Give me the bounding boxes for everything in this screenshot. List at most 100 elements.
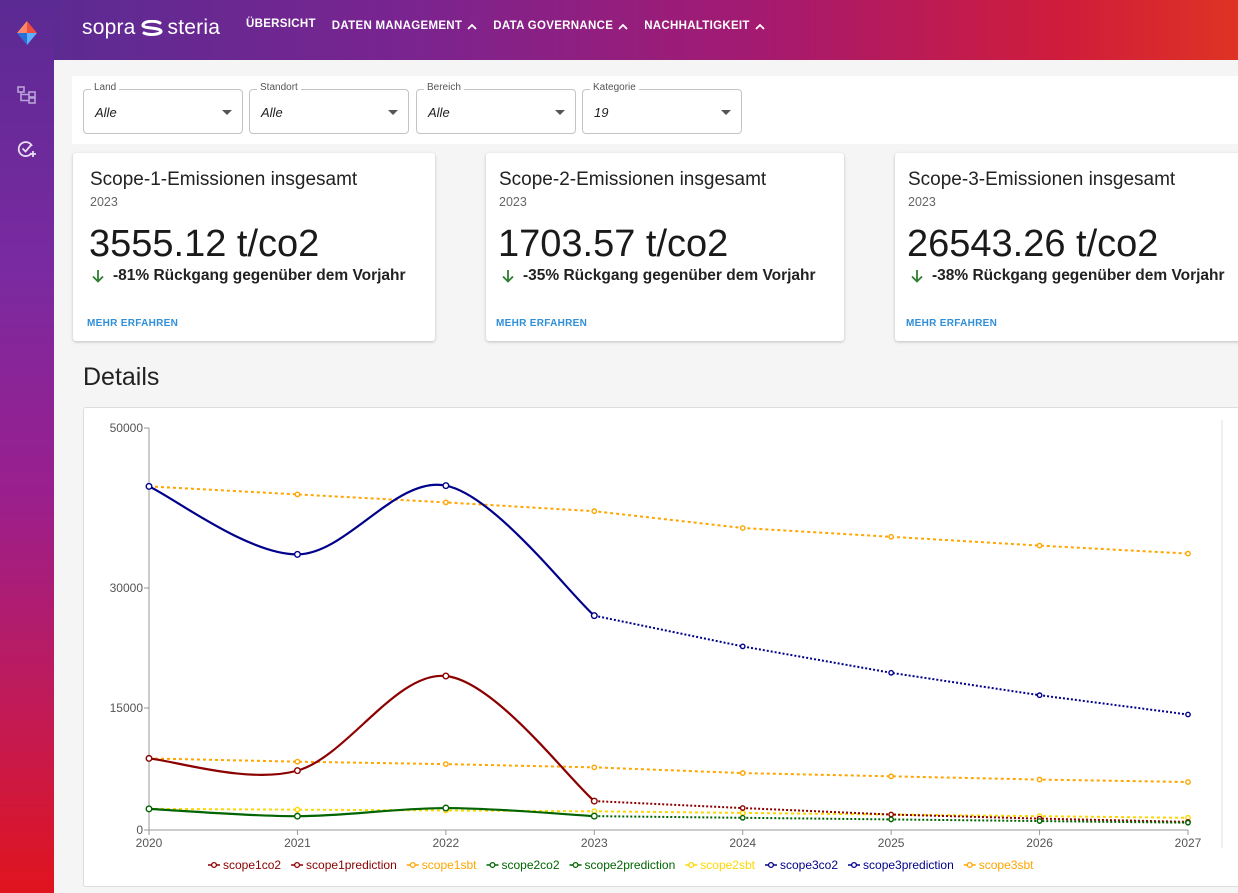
series-line-scope3co2 [148, 483, 596, 617]
x-tick-label: 2026 [1026, 836, 1053, 850]
x-tick-label: 2020 [136, 836, 163, 850]
data-point-scope2co2 [590, 812, 598, 820]
legend-label-scope2sbt[interactable]: scope2sbt [700, 858, 755, 872]
data-point-scope2sbt [294, 806, 301, 813]
filter-standort-select[interactable]: Standort Alle [249, 82, 409, 134]
series-line-scope1co2 [148, 674, 595, 802]
legend-marker-scope2prediction[interactable] [572, 861, 579, 869]
kpi-card-title: Scope-1-Emissionen insgesamt [90, 169, 358, 190]
data-point-scope2prediction [1185, 819, 1191, 826]
filter-bar: Land Alle Standort Alle Bereich Alle Kat… [72, 76, 1238, 144]
kpi-card-change: -35% Rückgang gegenüber dem Vorjahr [501, 267, 816, 285]
legend-label-scope1co2[interactable]: scope1co2 [223, 858, 281, 872]
series-line-scope3sbt [148, 485, 1189, 555]
legend-marker-scope3co2[interactable] [767, 861, 775, 869]
kpi-card-scope2: Scope-2-Emissionen insgesamt 2023 1703.5… [486, 153, 844, 341]
data-point-scope3co2 [590, 612, 598, 620]
legend-label-scope3sbt[interactable]: scope3sbt [979, 858, 1034, 872]
y-tick-label: 30000 [110, 581, 144, 595]
nav-data-governance[interactable]: DATA GOVERNANCE [493, 20, 628, 32]
data-point-scope1sbt [442, 761, 449, 768]
data-point-scope1prediction [739, 805, 746, 811]
x-tick-label: 2021 [284, 836, 311, 850]
kpi-card-change-text: -35% Rückgang gegenüber dem Vorjahr [523, 267, 816, 284]
series-line-scope2sbt [148, 807, 1189, 819]
data-point-scope2co2 [145, 805, 153, 813]
data-point-scope2prediction [1036, 818, 1043, 824]
legend-marker-scope1sbt[interactable] [409, 861, 416, 869]
data-point-scope1prediction [888, 811, 895, 818]
legend-marker-scope3sbt[interactable] [966, 861, 973, 869]
kpi-card-title: Scope-2-Emissionen insgesamt [499, 169, 767, 190]
kpi-card-year: 2023 [90, 195, 118, 209]
task-add-icon[interactable] [0, 139, 54, 159]
mehr-erfahren-link[interactable]: MEHR ERFAHREN [87, 318, 179, 329]
legend-label-scope1sbt[interactable]: scope1sbt [422, 858, 477, 872]
data-point-scope1sbt [591, 764, 598, 771]
x-tick-label: 2025 [878, 836, 905, 850]
nav-uebersicht[interactable]: ÜBERSICHT [246, 18, 316, 30]
filter-kategorie-select[interactable]: Kategorie 19 [582, 82, 742, 134]
data-point-scope2co2 [442, 804, 450, 812]
details-section-title: Details [83, 363, 160, 391]
filter-bereich-select[interactable]: Bereich Alle [416, 82, 576, 134]
legend-marker-scope3prediction[interactable] [850, 861, 858, 869]
legend-label-scope2prediction[interactable]: scope2prediction [585, 858, 676, 872]
main-nav: ÜBERSICHT DATEN MANAGEMENT DATA GOVERNAN… [246, 0, 765, 60]
x-tick-label: 2023 [581, 836, 608, 850]
data-point-scope3sbt [1036, 542, 1043, 549]
data-point-scope3co2 [293, 550, 301, 558]
filter-land-select[interactable]: Land Alle [83, 82, 243, 134]
kpi-card-year: 2023 [499, 195, 527, 209]
dropdown-caret-icon [388, 110, 398, 115]
brand-text-sopra: sopra [82, 16, 136, 39]
filter-bereich-value: Alle [428, 105, 450, 120]
legend-marker-scope2sbt[interactable] [688, 861, 695, 869]
nav-daten-management[interactable]: DATEN MANAGEMENT [332, 20, 477, 32]
legend-marker-scope1co2[interactable] [210, 861, 218, 869]
data-point-scope3sbt [294, 491, 301, 498]
kpi-card-year: 2023 [908, 195, 936, 209]
kpi-card-value: 1703.57 t/co2 [498, 223, 729, 265]
arrow-down-icon [92, 270, 104, 283]
data-point-scope3sbt [1185, 550, 1191, 557]
brand-logo[interactable]: sopra steria [82, 16, 220, 40]
mehr-erfahren-link[interactable]: MEHR ERFAHREN [906, 318, 998, 329]
kpi-card-change: -38% Rückgang gegenüber dem Vorjahr [910, 267, 1225, 285]
arrow-down-icon [502, 270, 514, 283]
legend-label-scope1prediction[interactable]: scope1prediction [306, 858, 397, 872]
data-point-scope1co2 [442, 672, 450, 680]
arrow-down-icon [911, 270, 923, 283]
dropdown-caret-icon [721, 110, 731, 115]
legend-label-scope3prediction[interactable]: scope3prediction [863, 858, 954, 872]
data-point-scope1sbt [1036, 776, 1043, 783]
legend-label-scope3co2[interactable]: scope3co2 [780, 858, 838, 872]
x-tick-label: 2027 [1175, 836, 1202, 850]
data-point-scope1co2 [293, 767, 301, 775]
filter-standort-value: Alle [261, 105, 283, 120]
legend-marker-scope1prediction[interactable] [293, 861, 301, 869]
legend-label-scope2co2[interactable]: scope2co2 [501, 858, 559, 872]
hierarchy-icon[interactable] [0, 86, 54, 104]
data-point-scope1sbt [739, 770, 746, 776]
series-line-scope3prediction [594, 614, 1189, 716]
nav-uebersicht-label: ÜBERSICHT [246, 18, 316, 30]
kpi-card-change: -81% Rückgang gegenüber dem Vorjahr [91, 267, 406, 285]
filter-bereich-label: Bereich [424, 82, 464, 93]
kpi-card-scope1: Scope-1-Emissionen insgesamt 2023 3555.1… [73, 153, 435, 341]
data-point-scope1sbt [1185, 779, 1191, 785]
filter-kategorie-label: Kategorie [590, 82, 639, 93]
top-navigation-bar: sopra steria ÜBERSICHT DATEN MANAGEMENT … [54, 0, 1238, 60]
data-point-scope1sbt [888, 773, 895, 780]
nav-nachhaltigkeit-label: NACHHALTIGKEIT [644, 20, 750, 32]
data-point-scope3sbt [739, 525, 746, 531]
x-tick-label: 2024 [729, 836, 756, 850]
nav-nachhaltigkeit[interactable]: NACHHALTIGKEIT [644, 20, 765, 32]
kpi-card-scope3: Scope-3-Emissionen insgesamt 2023 26543.… [895, 153, 1238, 341]
kpi-card-change-text: -81% Rückgang gegenüber dem Vorjahr [113, 267, 406, 284]
nav-data-governance-label: DATA GOVERNANCE [493, 20, 614, 32]
data-point-scope1co2 [145, 754, 153, 762]
legend-marker-scope2co2[interactable] [489, 861, 496, 869]
mehr-erfahren-link[interactable]: MEHR ERFAHREN [496, 318, 588, 329]
app-logo-icon[interactable] [0, 20, 54, 46]
